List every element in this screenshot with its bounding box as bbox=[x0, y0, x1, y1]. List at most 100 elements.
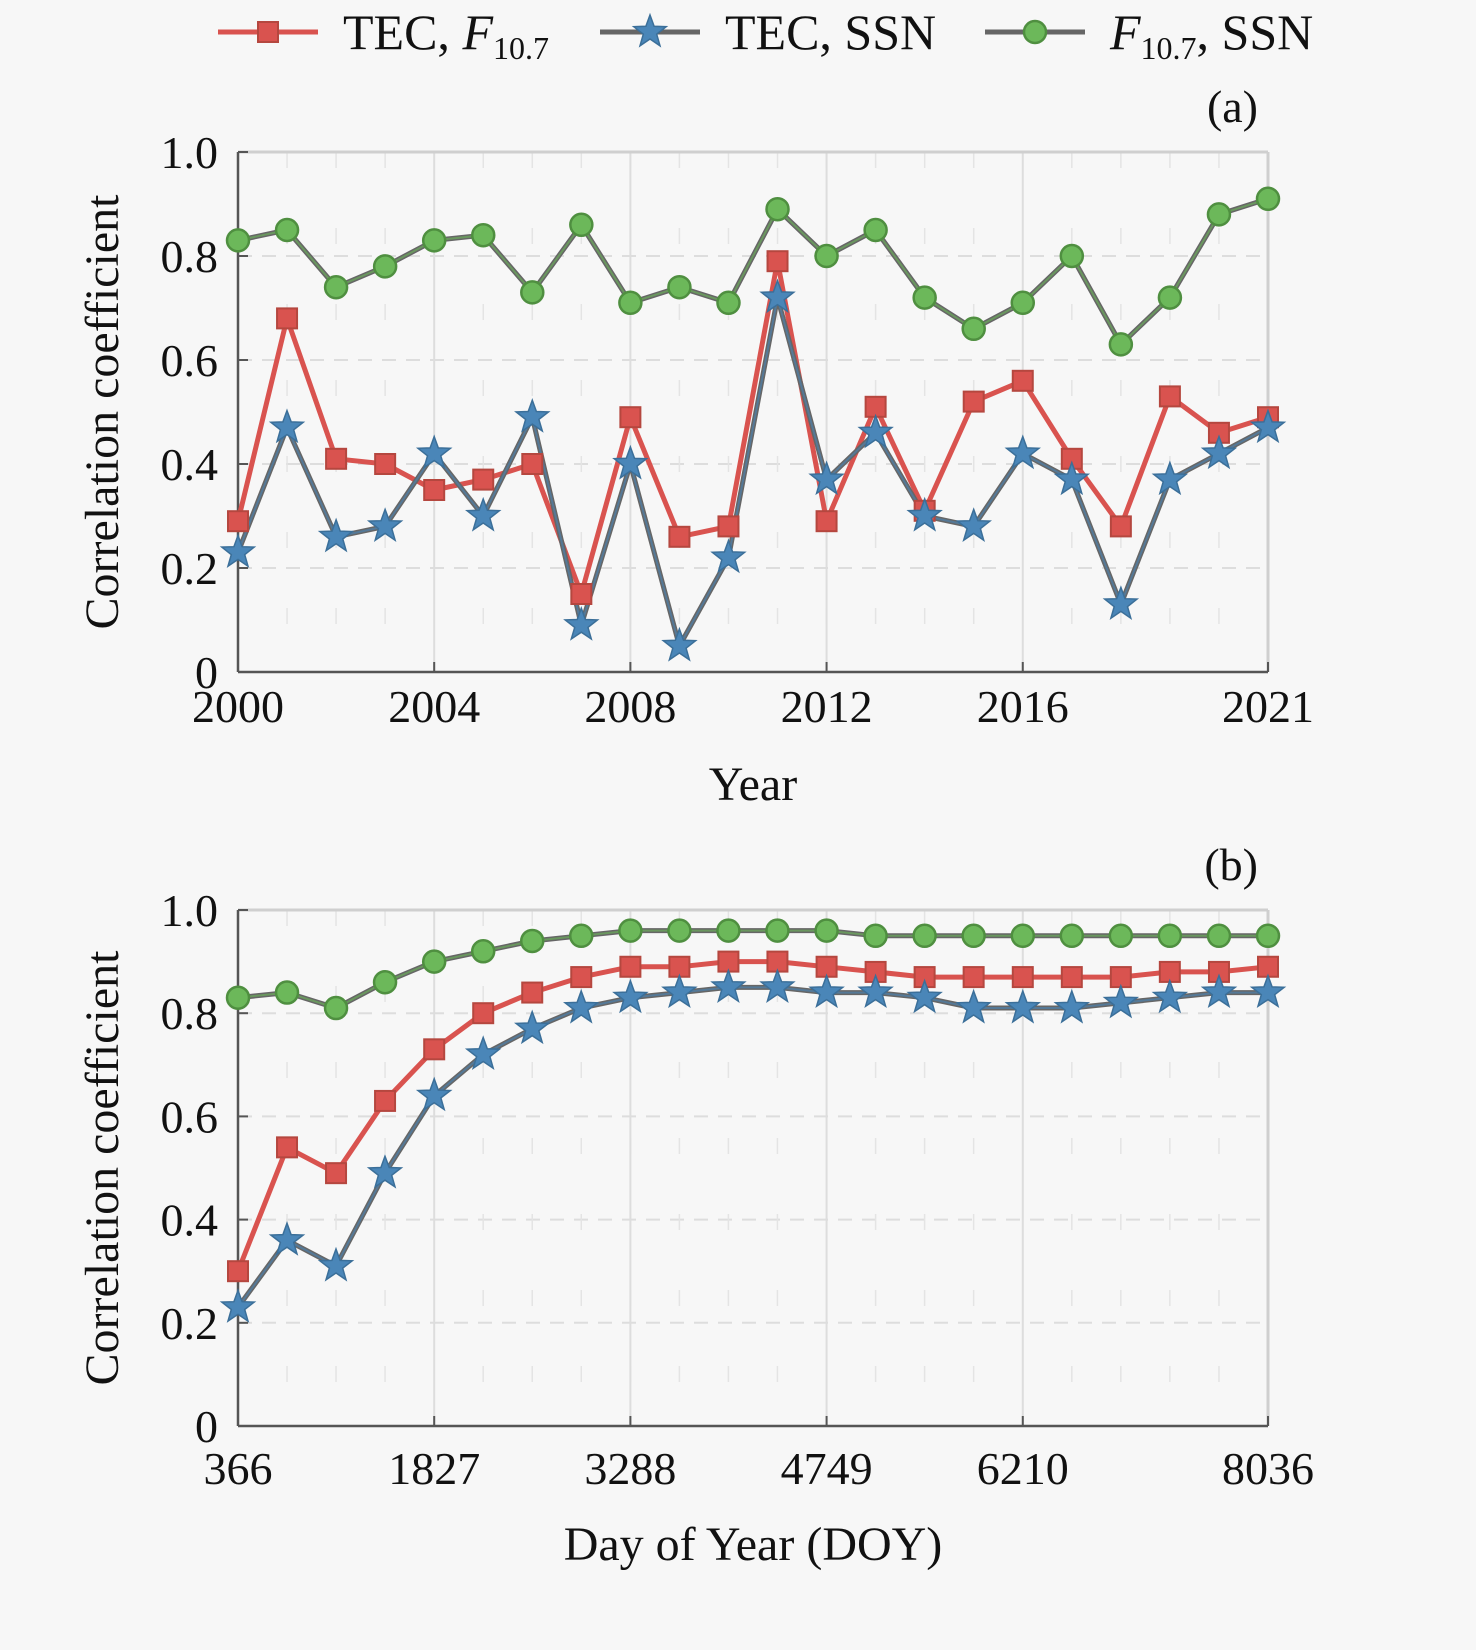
legend-label: TEC, SSN bbox=[725, 4, 936, 60]
panel-a: 0 0.2 0.4 0.6 0.8 1.0 2000 2004 2008 2012 2016 2021… bbox=[76, 81, 1314, 811]
data-point bbox=[717, 515, 740, 538]
legend-label-part: F bbox=[1109, 4, 1141, 60]
data-point bbox=[227, 510, 249, 533]
data-point bbox=[276, 1136, 299, 1159]
y-tick-label: 0.6 bbox=[161, 1091, 219, 1142]
data-point bbox=[1011, 966, 1034, 989]
plot-area bbox=[238, 152, 1268, 672]
x-tick-label: 6210 bbox=[977, 1443, 1069, 1494]
data-point bbox=[464, 1035, 502, 1070]
series-markers-square bbox=[227, 250, 1279, 605]
data-point bbox=[317, 1246, 355, 1282]
data-point bbox=[815, 510, 838, 533]
data-point bbox=[1004, 988, 1042, 1024]
data-point bbox=[1102, 585, 1140, 620]
data-point bbox=[325, 447, 348, 470]
data-point bbox=[520, 280, 545, 305]
data-point bbox=[421, 228, 447, 253]
legend-label-part: 10.7 bbox=[1141, 30, 1197, 66]
data-point bbox=[372, 254, 398, 279]
data-point bbox=[618, 918, 643, 943]
data-point bbox=[961, 923, 986, 949]
data-point bbox=[661, 626, 698, 662]
data-point bbox=[415, 434, 453, 470]
data-point bbox=[716, 918, 741, 943]
data-point bbox=[1206, 923, 1232, 949]
data-point bbox=[268, 1220, 306, 1256]
data-point bbox=[421, 949, 447, 974]
data-point bbox=[962, 966, 985, 989]
y-tick-label: 0.4 bbox=[161, 1195, 219, 1246]
plot-area bbox=[238, 910, 1268, 1426]
data-point bbox=[1249, 973, 1287, 1009]
data-point bbox=[667, 274, 692, 300]
data-point bbox=[766, 250, 789, 273]
series-line-overlay bbox=[237, 986, 1268, 1308]
y-tick-label: 0.8 bbox=[161, 988, 219, 1039]
data-point bbox=[569, 212, 594, 238]
legend-label-part: 10.7 bbox=[493, 30, 549, 66]
data-point bbox=[1249, 408, 1287, 444]
x-tick-label: 366 bbox=[204, 1443, 273, 1494]
data-point bbox=[912, 285, 937, 310]
legend-label: TEC, F10.7 bbox=[343, 4, 549, 66]
series-line-overlay bbox=[237, 197, 1269, 347]
data-point bbox=[570, 966, 593, 989]
data-point bbox=[716, 290, 741, 316]
series-line-square bbox=[235, 258, 1269, 597]
data-point bbox=[521, 453, 544, 475]
x-tick-label: 3288 bbox=[584, 1443, 676, 1494]
data-point bbox=[808, 460, 845, 496]
data-point bbox=[906, 496, 943, 532]
data-point bbox=[1157, 923, 1183, 949]
data-point bbox=[619, 406, 642, 429]
legend-entry: F10.7, SSN bbox=[985, 4, 1313, 66]
data-point bbox=[472, 468, 495, 491]
data-point bbox=[814, 243, 839, 269]
data-point bbox=[374, 453, 397, 475]
data-point bbox=[612, 444, 649, 480]
legend-label-part: , SSN bbox=[1197, 4, 1314, 60]
data-point bbox=[1010, 923, 1036, 949]
data-point bbox=[857, 413, 894, 449]
x-axis-title: Day of Year (DOY) bbox=[564, 1518, 943, 1571]
data-point bbox=[514, 398, 551, 433]
x-tick-label: 2008 bbox=[584, 681, 676, 732]
x-tick-label: 8036 bbox=[1222, 1443, 1314, 1494]
data-point bbox=[514, 1009, 551, 1045]
series-markers-square bbox=[227, 950, 1279, 1283]
data-point bbox=[1053, 988, 1091, 1024]
data-point bbox=[317, 517, 355, 553]
x-tick-label: 2012 bbox=[781, 681, 873, 732]
series-line-overlay bbox=[237, 929, 1268, 1010]
x-tick-label: 2004 bbox=[388, 681, 480, 732]
legend-entry: TEC, SSN bbox=[600, 4, 936, 60]
grid bbox=[237, 151, 1269, 673]
legend-entry: TEC, F10.7 bbox=[218, 4, 549, 66]
data-point bbox=[372, 969, 398, 995]
data-point bbox=[274, 217, 300, 243]
legend-label-part: F bbox=[461, 4, 493, 60]
data-point bbox=[765, 196, 790, 222]
data-point bbox=[710, 538, 747, 574]
data-point bbox=[1011, 369, 1034, 392]
data-point bbox=[366, 507, 404, 542]
data-point bbox=[568, 923, 594, 949]
data-point bbox=[906, 978, 943, 1014]
data-point bbox=[423, 479, 446, 501]
data-point bbox=[219, 533, 257, 568]
legend: TEC, F10.7 TEC, SSN F10.7, SSN bbox=[218, 4, 1313, 66]
data-point bbox=[765, 918, 790, 943]
x-tick-label: 2016 bbox=[977, 681, 1069, 732]
series-markers-star bbox=[219, 278, 1287, 662]
data-point bbox=[1060, 966, 1083, 989]
data-point bbox=[1010, 290, 1036, 316]
data-point bbox=[808, 973, 845, 1009]
data-point bbox=[1053, 460, 1091, 496]
x-tick-label: 2000 bbox=[192, 681, 284, 732]
legend-marker-star bbox=[631, 12, 669, 48]
data-point bbox=[570, 583, 593, 605]
data-point bbox=[276, 307, 299, 330]
data-point bbox=[323, 995, 349, 1021]
